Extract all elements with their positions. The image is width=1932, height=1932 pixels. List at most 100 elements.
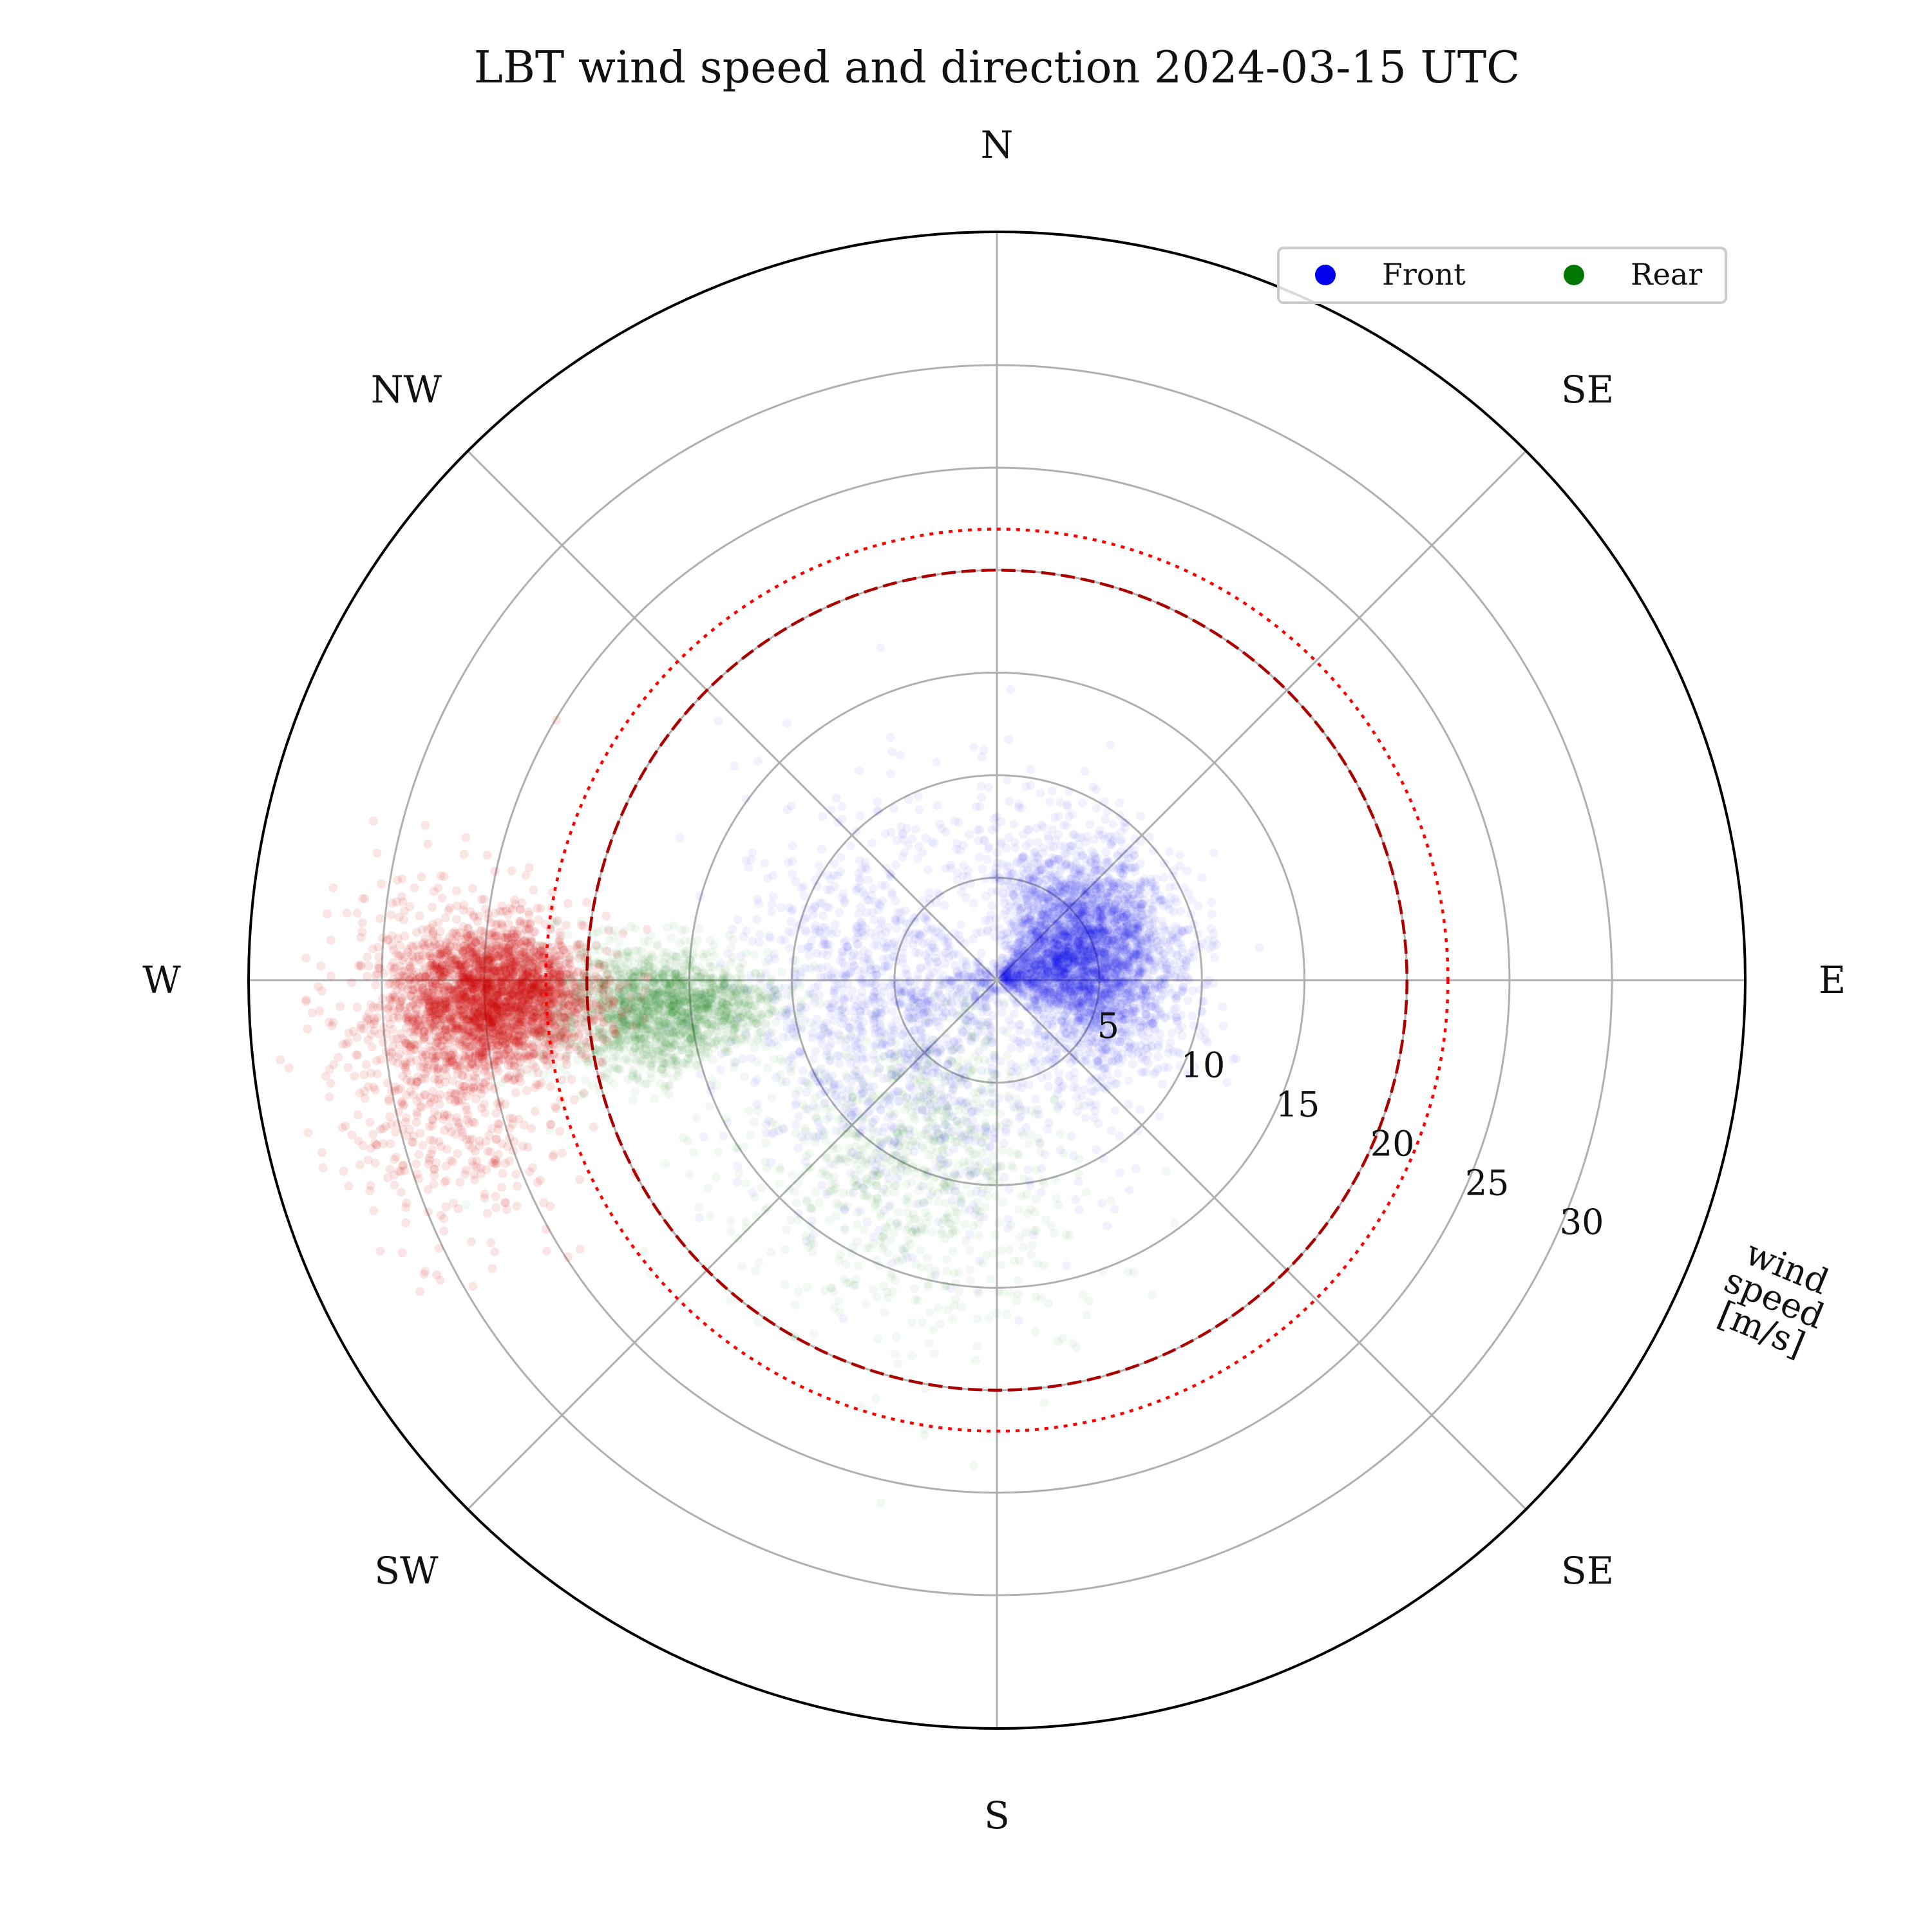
data-point bbox=[1095, 885, 1104, 895]
data-point bbox=[1122, 927, 1132, 936]
data-point bbox=[1034, 960, 1043, 970]
data-point bbox=[1065, 931, 1074, 941]
data-point bbox=[1033, 978, 1043, 988]
data-point bbox=[1006, 898, 1016, 907]
polar-frame bbox=[247, 231, 1747, 1730]
data-point bbox=[1069, 987, 1079, 996]
data-point bbox=[1115, 1132, 1124, 1141]
data-point bbox=[1123, 925, 1133, 934]
data-point bbox=[1127, 985, 1137, 994]
data-point bbox=[998, 979, 1007, 989]
data-point bbox=[1088, 936, 1097, 946]
data-point bbox=[1089, 909, 1098, 918]
data-point bbox=[940, 959, 950, 969]
data-point bbox=[1026, 764, 1036, 774]
data-point bbox=[1007, 1021, 1016, 1030]
data-point bbox=[1061, 929, 1070, 939]
data-point bbox=[1118, 1054, 1128, 1063]
data-point bbox=[1121, 945, 1130, 954]
data-point bbox=[1185, 953, 1195, 962]
data-point bbox=[1148, 902, 1158, 911]
data-point bbox=[1073, 949, 1083, 958]
data-point bbox=[1043, 985, 1052, 994]
data-point bbox=[1016, 952, 1026, 961]
data-point bbox=[1031, 1041, 1041, 1050]
data-point bbox=[1144, 1050, 1153, 1059]
data-point bbox=[1056, 934, 1065, 943]
data-point bbox=[1092, 884, 1101, 894]
data-point bbox=[1117, 989, 1127, 998]
data-point bbox=[1041, 959, 1051, 969]
data-point bbox=[1146, 951, 1155, 961]
data-point bbox=[1075, 966, 1085, 976]
data-point bbox=[1084, 938, 1094, 948]
data-point bbox=[1090, 936, 1099, 945]
data-point bbox=[971, 802, 981, 811]
data-point bbox=[1102, 866, 1112, 875]
data-point bbox=[1012, 970, 1021, 980]
data-point bbox=[1066, 880, 1076, 890]
data-point bbox=[1112, 978, 1121, 988]
data-point bbox=[1090, 851, 1099, 861]
data-point bbox=[1045, 975, 1054, 984]
data-point bbox=[983, 927, 992, 936]
data-point bbox=[1052, 902, 1061, 911]
data-point bbox=[999, 974, 1009, 983]
data-point bbox=[1096, 912, 1106, 922]
data-point bbox=[1025, 855, 1034, 865]
data-point bbox=[1043, 989, 1052, 999]
data-point bbox=[1127, 1006, 1137, 1016]
data-point bbox=[1160, 973, 1170, 983]
data-point bbox=[1091, 1037, 1101, 1046]
data-point bbox=[1066, 940, 1075, 950]
data-point bbox=[1205, 943, 1215, 953]
data-point bbox=[1100, 990, 1110, 1000]
data-point bbox=[992, 886, 1002, 896]
data-point bbox=[963, 866, 972, 875]
data-point bbox=[1136, 811, 1145, 821]
data-point bbox=[1045, 858, 1054, 867]
data-point bbox=[1132, 1027, 1141, 1037]
data-point bbox=[1113, 927, 1122, 937]
data-point bbox=[1065, 878, 1074, 887]
data-point bbox=[1209, 848, 1218, 858]
data-point bbox=[1108, 934, 1117, 943]
data-point bbox=[1180, 925, 1189, 935]
data-point bbox=[1138, 965, 1148, 975]
data-point bbox=[1136, 990, 1146, 1000]
data-point bbox=[1063, 945, 1072, 955]
data-point bbox=[1096, 895, 1106, 905]
data-point bbox=[1056, 898, 1066, 907]
data-point bbox=[1090, 929, 1100, 938]
data-point bbox=[1105, 996, 1115, 1005]
data-point bbox=[1171, 973, 1181, 983]
data-point bbox=[1085, 970, 1095, 979]
grid-spoke-3 bbox=[996, 979, 1527, 1510]
data-point bbox=[1025, 873, 1035, 882]
data-point bbox=[1004, 735, 1013, 744]
data-point bbox=[1044, 947, 1054, 956]
data-point bbox=[1110, 864, 1119, 873]
data-point bbox=[1146, 881, 1155, 891]
data-point bbox=[1037, 865, 1046, 875]
data-point bbox=[1036, 985, 1046, 994]
data-point bbox=[833, 818, 842, 827]
data-point bbox=[1061, 969, 1070, 979]
data-point bbox=[1039, 981, 1049, 991]
data-point bbox=[1080, 956, 1090, 966]
data-point bbox=[1120, 960, 1130, 969]
data-point bbox=[1143, 946, 1153, 956]
data-point bbox=[1082, 831, 1092, 841]
data-point bbox=[1021, 934, 1030, 944]
data-point bbox=[1116, 835, 1126, 845]
data-point bbox=[886, 769, 896, 779]
data-point bbox=[1149, 846, 1159, 855]
data-point bbox=[1130, 930, 1140, 940]
data-point bbox=[1124, 988, 1133, 997]
data-point bbox=[1113, 1054, 1122, 1063]
data-point bbox=[1135, 837, 1145, 846]
data-point bbox=[1115, 910, 1125, 920]
data-point bbox=[1052, 914, 1062, 923]
data-point bbox=[1056, 950, 1065, 960]
data-point bbox=[1112, 850, 1122, 860]
